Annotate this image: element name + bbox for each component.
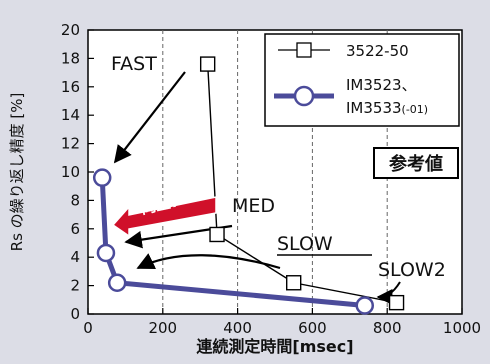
y-tick-label: 14	[61, 106, 80, 124]
x-tick-label: 200	[148, 319, 177, 337]
series-3522-50-point	[388, 294, 405, 311]
circle-marker-icon	[293, 85, 315, 107]
x-tick-label: 800	[373, 319, 402, 337]
y-tick-label: 12	[61, 135, 80, 153]
series-im3523-point	[107, 273, 127, 293]
y-axis-ticks: 0 2 4 6 8 10 12 14 16 18 20	[61, 21, 94, 323]
y-axis-label: Rs の繰り返し精度 [%]	[8, 93, 26, 252]
y-tick-label: 8	[70, 191, 80, 209]
x-tick-label: 600	[298, 319, 327, 337]
y-tick-label: 4	[70, 248, 80, 266]
x-axis-ticks: 0 200 400 600 800 1000	[83, 308, 481, 337]
label-med: MED	[232, 195, 275, 217]
y-tick-label: 0	[70, 305, 80, 323]
series-3522-50-point	[209, 226, 225, 243]
legend-item-im3523: IM3523、 IM3533(-01)	[274, 76, 428, 117]
label-slow2: SLOW2	[378, 259, 446, 281]
series-3522-50-line	[206, 64, 397, 304]
legend-label-suffix: (-01)	[402, 103, 429, 116]
series-im3523-point	[355, 296, 375, 315]
slow2-arrow	[376, 281, 401, 305]
fast-arrow	[113, 71, 186, 164]
y-tick-label: 16	[61, 78, 80, 96]
improve-arrow: 向上!	[111, 192, 217, 238]
x-axis-label: 連続測定時間[msec]	[196, 337, 353, 356]
series-layer	[92, 56, 405, 315]
y-tick-label: 18	[61, 49, 80, 67]
y-tick-label: 2	[70, 277, 80, 295]
reference-badge-text: 参考値	[389, 153, 443, 175]
square-marker-icon	[296, 42, 312, 58]
x-tick-label: 1000	[443, 319, 481, 337]
legend-label-im3533: IM3533	[346, 99, 402, 117]
improve-arrow-shape	[111, 196, 217, 238]
x-tick-label: 0	[83, 319, 93, 337]
legend-label-im3523-line2: IM3533(-01)	[346, 99, 428, 117]
series-3522-50-point	[286, 275, 302, 291]
legend: 3522-50 IM3523、 IM3533(-01)	[264, 33, 460, 127]
label-slow: SLOW	[277, 233, 333, 255]
legend-item-3522-50: 3522-50	[278, 42, 409, 60]
y-tick-label: 10	[61, 163, 80, 181]
series-im3523-point	[92, 168, 112, 187]
series-3522-50-point	[199, 56, 216, 72]
series-im3523-point	[96, 243, 116, 263]
y-tick-label: 20	[61, 21, 80, 39]
label-fast: FAST	[111, 53, 157, 75]
legend-label-im3523-line1: IM3523、	[346, 76, 417, 94]
reference-badge: 参考値	[373, 147, 459, 179]
legend-label-3522-50: 3522-50	[346, 42, 409, 60]
series-im3523-line	[99, 177, 365, 308]
y-tick-label: 6	[70, 220, 80, 238]
x-tick-label: 400	[223, 319, 252, 337]
